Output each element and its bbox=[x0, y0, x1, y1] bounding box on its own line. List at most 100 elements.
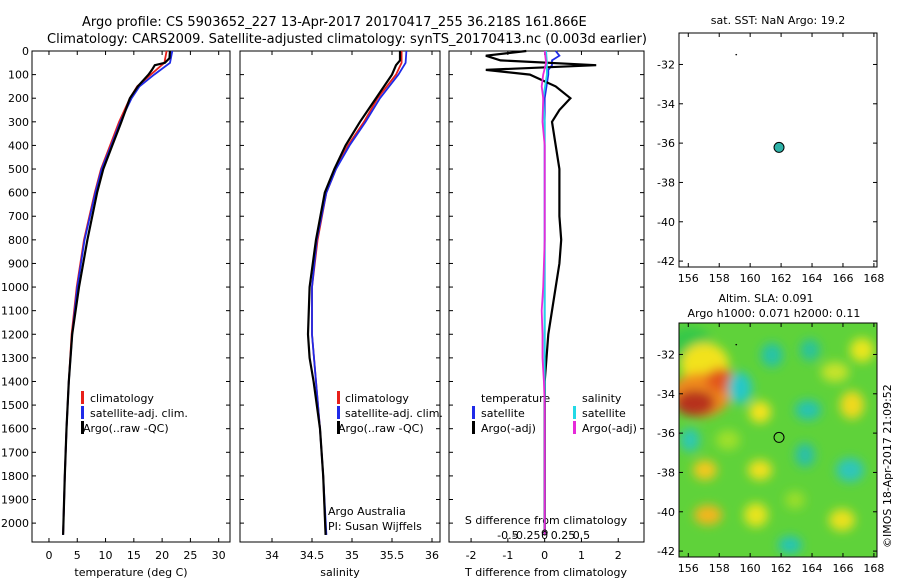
map-x-tick-label: 160 bbox=[740, 562, 761, 575]
salinity-legend: climatology satellite-adj. clim. Argo(..… bbox=[337, 391, 443, 435]
y-tick-label: 0 bbox=[22, 45, 29, 58]
x-tick-label: -1 bbox=[502, 549, 513, 562]
map-y-tick-label: -40 bbox=[657, 506, 675, 519]
sla-map-title: Altim. SLA: 0.091 bbox=[718, 292, 813, 305]
x-tick-label: 20 bbox=[155, 549, 169, 562]
y-tick-label: 1900 bbox=[1, 494, 29, 507]
x-tick-label: 35 bbox=[345, 549, 359, 562]
map-x-tick-label: 168 bbox=[863, 272, 884, 285]
map-y-tick-label: -40 bbox=[657, 216, 675, 229]
y-tick-label: 900 bbox=[8, 257, 29, 270]
map-x-tick-label: 156 bbox=[678, 272, 699, 285]
y-tick-label: 100 bbox=[8, 69, 29, 82]
sla-blob bbox=[785, 491, 805, 509]
legend-swatch-s-argo bbox=[573, 421, 576, 434]
salinity-xlabel: salinity bbox=[320, 566, 360, 579]
y-tick-label: 500 bbox=[8, 163, 29, 176]
map-y-tick-label: -38 bbox=[657, 176, 675, 189]
map-x-tick-label: 168 bbox=[863, 562, 884, 575]
y-tick-label: 1200 bbox=[1, 328, 29, 341]
sla-blob bbox=[706, 368, 734, 392]
series-line-argo bbox=[62, 50, 172, 535]
x-tick-label: 15 bbox=[127, 549, 141, 562]
y-tick-label: 300 bbox=[8, 116, 29, 129]
sla-heatmap bbox=[679, 323, 877, 557]
x-tick-label: 35.5 bbox=[380, 549, 405, 562]
sla-map-frame bbox=[678, 322, 878, 558]
argo-float-marker bbox=[773, 141, 785, 153]
map-y-tick-label: -38 bbox=[657, 466, 675, 479]
x-tick-label: 10 bbox=[99, 549, 113, 562]
map-x-tick-label: 166 bbox=[832, 562, 853, 575]
y-tick-label: 1500 bbox=[1, 399, 29, 412]
sla-map-panel: Altim. SLA: 0.091 Argo h1000: 0.071 h200… bbox=[678, 292, 878, 558]
x-tick-label: 0 bbox=[45, 549, 52, 562]
legend-title-salinity: salinity bbox=[582, 392, 622, 405]
map-x-tick-label: 166 bbox=[832, 272, 853, 285]
legend-label-t-satellite: satellite bbox=[481, 407, 525, 420]
difference-xlabel: T difference from climatology bbox=[464, 566, 627, 579]
series-line-argo bbox=[306, 51, 402, 535]
top-tick-label: -0.5 bbox=[497, 529, 518, 542]
difference-panel: T difference from climatology S differen… bbox=[448, 50, 645, 579]
sla-blob bbox=[800, 339, 820, 361]
series-line-salinity-argo-adj- bbox=[540, 50, 548, 535]
sla-field bbox=[679, 327, 874, 554]
legend-label-argo: Argo(..raw -QC) bbox=[338, 422, 424, 435]
legend-label-t-argo: Argo(-adj) bbox=[481, 422, 536, 435]
sla-blob bbox=[749, 401, 771, 423]
top-tick-label: 0.5 bbox=[573, 529, 591, 542]
sla-blob bbox=[778, 536, 802, 554]
temperature-axes-frame bbox=[31, 50, 231, 543]
sst-map-panel: sat. SST: NaN Argo: 19.2 bbox=[678, 14, 878, 268]
map-x-tick-label: 162 bbox=[771, 272, 792, 285]
zero-marker bbox=[541, 529, 548, 536]
sla-blob bbox=[680, 428, 700, 452]
sla-map-subtitle: Argo h1000: 0.071 h2000: 0.11 bbox=[688, 307, 861, 320]
y-tick-label: 600 bbox=[8, 187, 29, 200]
legend-swatch-climatology bbox=[81, 391, 84, 404]
sla-blob bbox=[694, 505, 722, 525]
y-tick-label: 700 bbox=[8, 210, 29, 223]
x-tick-label: 0 bbox=[541, 549, 548, 562]
legend-swatch-argo bbox=[81, 421, 84, 434]
y-tick-label: 400 bbox=[8, 139, 29, 152]
legend-label-argo: Argo(..raw -QC) bbox=[83, 422, 169, 435]
map-y-tick-label: -34 bbox=[657, 98, 675, 111]
map-y-tick-label: -42 bbox=[657, 255, 675, 268]
legend-swatch-satellite bbox=[337, 406, 340, 419]
y-tick-label: 2000 bbox=[1, 517, 29, 530]
y-tick-label: 1100 bbox=[1, 305, 29, 318]
map-y-tick-label: -32 bbox=[657, 348, 675, 361]
x-tick-label: 1 bbox=[578, 549, 585, 562]
legend-swatch-s-satellite bbox=[573, 406, 576, 419]
legend-swatch-t-satellite bbox=[472, 406, 475, 419]
map-x-tick-label: 164 bbox=[802, 272, 823, 285]
sst-map-frame bbox=[678, 32, 878, 268]
top-tick-label: 0.25 bbox=[551, 529, 576, 542]
temperature-xlabel: temperature (deg C) bbox=[74, 566, 187, 579]
title-line-2: Climatology: CARS2009. Satellite-adjuste… bbox=[47, 32, 647, 47]
y-tick-label: 1300 bbox=[1, 352, 29, 365]
y-tick-label: 1000 bbox=[1, 281, 29, 294]
sla-blob bbox=[836, 458, 864, 482]
annotation-pi: PI: Susan Wijffels bbox=[328, 520, 422, 533]
difference-legend: temperature salinity satellite Argo(-adj… bbox=[472, 392, 637, 435]
temperature-panel: temperature (deg C) climatology satellit… bbox=[31, 50, 231, 579]
legend-label-satellite: satellite-adj. clim. bbox=[345, 407, 443, 420]
sla-blob bbox=[679, 390, 715, 416]
annotation-argo-australia: Argo Australia bbox=[328, 505, 406, 518]
map-x-tick-label: 158 bbox=[709, 272, 730, 285]
difference-top-label: S difference from climatology bbox=[465, 514, 628, 527]
sla-blob bbox=[829, 509, 855, 531]
map-y-tick-label: -34 bbox=[657, 388, 675, 401]
x-tick-label: 30 bbox=[212, 549, 226, 562]
x-tick-label: 36 bbox=[425, 549, 439, 562]
sla-blob bbox=[728, 372, 752, 404]
y-tick-label: 200 bbox=[8, 92, 29, 105]
legend-label-satellite: satellite-adj. clim. bbox=[90, 407, 188, 420]
sla-blob bbox=[850, 338, 874, 362]
temperature-legend: climatology satellite-adj. clim. Argo(..… bbox=[81, 391, 188, 435]
sla-blob bbox=[744, 503, 768, 527]
